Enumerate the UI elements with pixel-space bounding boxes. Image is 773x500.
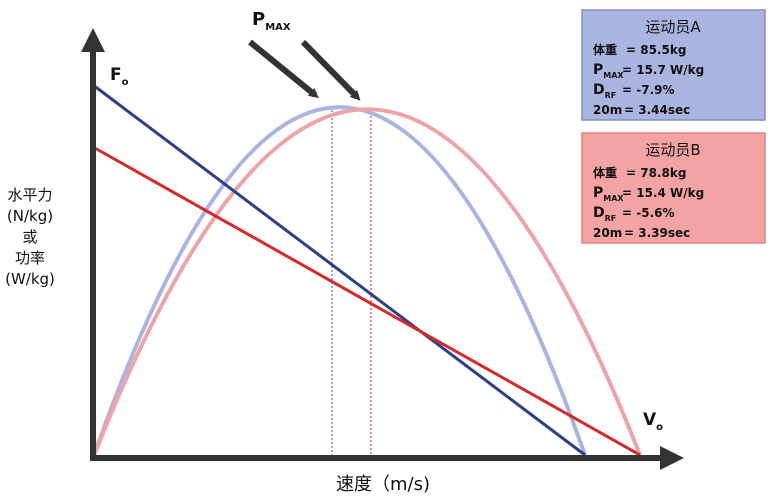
card-title: 运动员A	[645, 18, 701, 36]
y-title-line: 或	[22, 228, 37, 246]
v0-label: Vo	[643, 410, 663, 433]
force-line-b	[92, 145, 641, 457]
force-line-a	[92, 83, 586, 457]
card-title: 运动员B	[645, 141, 700, 159]
power-curve-b	[91, 107, 642, 459]
row-sub: RF	[605, 214, 617, 223]
row-sub: MAX	[603, 194, 624, 203]
y-title-line: 功率	[15, 249, 45, 267]
row-label: 体重	[593, 165, 617, 180]
arrow	[248, 39, 319, 99]
row-value: = 15.7 W/kg	[622, 63, 704, 77]
pmax-label: PMAX	[252, 9, 291, 33]
curves	[91, 83, 642, 459]
card-row: 20m = 3.39sec	[593, 226, 690, 240]
axes	[81, 28, 684, 470]
power-curve-a	[91, 105, 587, 459]
card	[581, 132, 766, 244]
row-value: = -7.9%	[622, 83, 675, 97]
row-value: = 3.44sec	[624, 103, 690, 117]
row-value: = 3.39sec	[624, 226, 690, 240]
row-label: P	[593, 62, 603, 78]
card-row: DRF = -5.6%	[593, 205, 675, 223]
row-label: 20m	[593, 226, 622, 240]
row-label: 体重	[593, 42, 617, 57]
y-title-line: (N/kg)	[7, 207, 53, 225]
card	[581, 9, 766, 121]
card-row: DRF = -7.9%	[593, 82, 675, 100]
card-row: PMAX= 15.4 W/kg	[593, 185, 704, 203]
row-sub: RF	[605, 91, 617, 100]
row-label: D	[593, 82, 605, 98]
row-value: = -5.6%	[622, 206, 675, 220]
card-row: 体重 = 85.5kg	[593, 42, 686, 57]
row-label: 20m	[593, 103, 622, 117]
row-value: = 15.4 W/kg	[622, 186, 704, 200]
pmax-arrows	[248, 39, 361, 101]
row-sub: MAX	[603, 71, 624, 80]
x-arrow	[660, 446, 684, 470]
row-value: = 85.5kg	[626, 43, 686, 57]
x-title: 速度（m/s)	[336, 474, 430, 495]
row-value: = 78.8kg	[626, 166, 686, 180]
f0-label: Fo	[110, 65, 129, 88]
y-title-line: 水平力	[7, 186, 52, 204]
card-row: 20m = 3.44sec	[593, 103, 690, 117]
card-row: PMAX= 15.7 W/kg	[593, 62, 704, 80]
y-title: 水平力 (N/kg) 或 功率 (W/kg)	[5, 186, 55, 288]
y-title-line: (W/kg)	[5, 270, 55, 288]
y-arrow	[81, 28, 105, 52]
row-label: D	[593, 205, 605, 221]
card-row: 体重 = 78.8kg	[593, 165, 686, 180]
row-label: P	[593, 185, 603, 201]
arrow	[300, 39, 361, 101]
